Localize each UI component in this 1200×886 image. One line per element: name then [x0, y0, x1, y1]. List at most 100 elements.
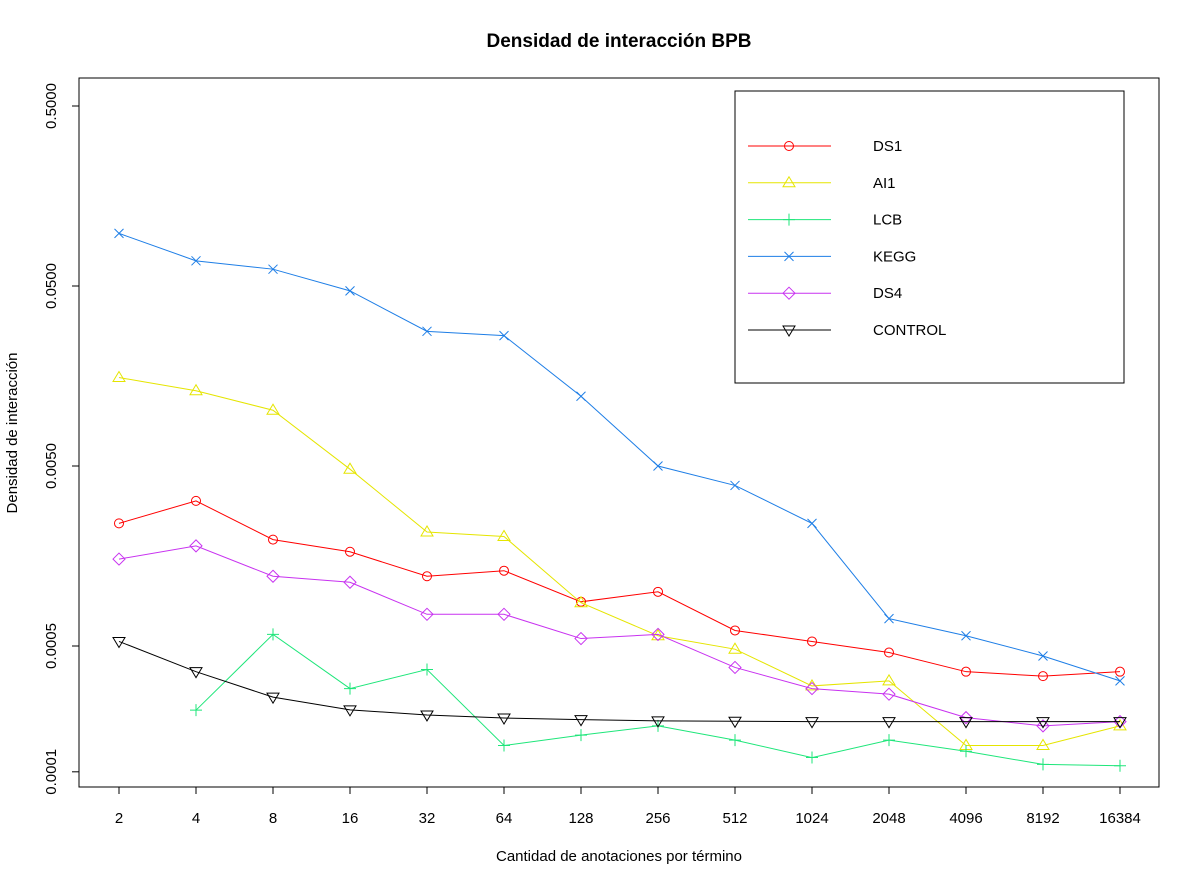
data-point	[959, 710, 973, 725]
data-point	[882, 687, 896, 701]
data-point	[191, 495, 201, 506]
series-line	[118, 500, 1121, 677]
data-point	[1036, 738, 1050, 751]
series-ds4	[112, 539, 1127, 733]
legend-label: DS1	[873, 138, 902, 155]
data-point	[883, 734, 895, 747]
series-lcb	[190, 628, 1126, 772]
data-point	[575, 729, 587, 742]
legend-item-ds4: DS4	[748, 285, 902, 302]
series-line	[118, 640, 1120, 723]
series-line	[195, 633, 1121, 767]
data-point	[499, 565, 509, 576]
data-point	[343, 705, 357, 717]
legend-marker	[782, 175, 796, 188]
data-point	[882, 673, 896, 686]
data-point	[268, 534, 278, 545]
data-point	[190, 704, 202, 717]
data-point	[114, 228, 124, 239]
data-point	[189, 667, 203, 679]
legend-label: KEGG	[873, 248, 916, 265]
data-point	[112, 552, 126, 566]
data-point	[343, 575, 357, 589]
series-kegg	[114, 228, 1125, 686]
x-tick-label: 1024	[795, 810, 828, 827]
data-point	[498, 739, 510, 752]
data-point	[1115, 676, 1125, 686]
x-tick-label: 512	[722, 810, 747, 827]
data-point	[345, 546, 355, 557]
legend-item-ds1: DS1	[748, 138, 902, 155]
y-tick-label: 0.5000	[43, 83, 60, 129]
data-point	[730, 480, 740, 491]
data-point	[112, 636, 126, 649]
series-line	[118, 232, 1121, 682]
data-point	[1114, 759, 1126, 772]
legend-label: CONTROL	[873, 322, 946, 339]
data-point	[112, 370, 126, 383]
series-control	[112, 636, 1127, 729]
data-point	[267, 628, 279, 641]
data-point	[959, 717, 973, 729]
data-point	[420, 710, 434, 722]
x-tick-label: 2048	[872, 810, 905, 827]
data-point	[574, 715, 588, 727]
legend-marker	[784, 251, 794, 262]
legend-item-ai1: AI1	[748, 175, 896, 192]
data-point	[882, 717, 896, 729]
data-point	[497, 713, 511, 725]
data-point	[189, 383, 203, 396]
data-point	[422, 571, 432, 582]
data-point	[497, 607, 511, 622]
data-point	[730, 625, 740, 636]
data-point	[728, 660, 742, 675]
data-point	[728, 716, 742, 729]
series-ds1	[114, 495, 1125, 682]
data-point	[961, 630, 971, 641]
y-tick-label: 0.0050	[43, 443, 60, 489]
data-point	[807, 636, 817, 647]
data-point	[653, 586, 663, 597]
data-point	[266, 692, 280, 705]
data-point	[653, 461, 663, 471]
x-tick-label: 64	[496, 810, 513, 827]
data-point	[884, 647, 894, 658]
legend-marker	[784, 141, 794, 151]
data-point	[422, 326, 432, 337]
data-point	[1038, 671, 1048, 682]
y-tick-label: 0.0500	[43, 263, 60, 309]
legend-box	[734, 90, 1125, 384]
x-tick-label: 4	[192, 810, 200, 827]
data-point	[574, 595, 588, 608]
data-point	[345, 285, 355, 296]
data-point	[421, 663, 433, 676]
y-tick-label: 0.0001	[43, 749, 60, 795]
x-tick-label: 32	[419, 810, 436, 827]
legend-label: DS4	[873, 285, 902, 302]
data-point	[884, 613, 894, 624]
data-point	[1036, 719, 1050, 733]
x-tick-label: 8192	[1026, 810, 1059, 827]
data-point	[420, 607, 434, 622]
data-point	[189, 539, 203, 553]
data-point	[497, 529, 511, 541]
data-point	[266, 403, 280, 415]
data-point	[1038, 651, 1048, 661]
data-point	[344, 682, 356, 695]
data-point	[651, 627, 665, 642]
x-tick-label: 16384	[1099, 810, 1141, 827]
x-axis-label: Cantidad de anotaciones por término	[496, 848, 742, 865]
y-axis-label: Densidad de interacción	[4, 353, 21, 514]
data-point	[576, 391, 586, 402]
x-axis: 2 4 8 16 32 64 128 256 512 1024 2048 4096 8192 16384	[115, 786, 1141, 827]
y-tick-label: 0.0005	[43, 623, 60, 669]
x-tick-label: 16	[342, 810, 359, 827]
data-point	[806, 751, 818, 764]
legend: DS1 AI1 LCB KEGG DS4 CONTROL	[734, 90, 1125, 384]
x-tick-label: 4096	[949, 810, 982, 827]
series-ai1	[112, 370, 1127, 751]
x-tick-label: 256	[645, 810, 670, 827]
data-point	[805, 717, 819, 729]
data-point	[961, 666, 971, 677]
